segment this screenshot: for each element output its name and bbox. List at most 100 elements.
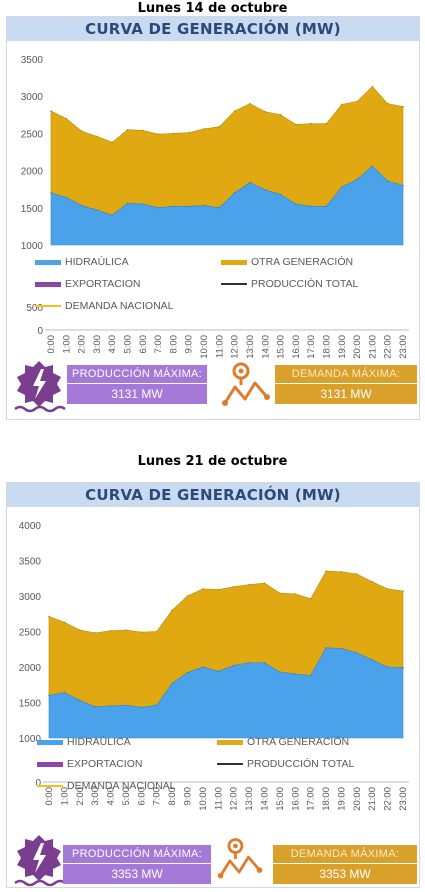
generation-chart: 0 1000 1500 2000 2500 3000 3500 4000 0:00 1:00 2:0… (19, 521, 409, 811)
data-point-otra-generacion (295, 123, 297, 126)
x-tick-label: 12:00 (229, 787, 240, 811)
data-point-otra-generacion (386, 588, 389, 590)
chart-title: CURVA DE GENERACIÓN (MW) (7, 17, 419, 41)
x-tick-label: 23:00 (398, 787, 409, 811)
y-tick-label: 500 (26, 303, 43, 314)
x-tick-label: 17:00 (306, 787, 317, 811)
x-tick-label: 6:00 (136, 787, 147, 806)
data-point-hidraulica (309, 674, 312, 677)
data-point-hidraulica (295, 203, 297, 205)
y-tick-label: 4000 (19, 521, 42, 532)
data-point-hidraulica (325, 647, 327, 649)
max-demand-box: DEMANDA MÁXIMA: 3131 MW (275, 365, 417, 404)
data-point-hidraulica (94, 705, 96, 708)
data-point-otra-generacion (279, 592, 281, 594)
y-tick-label: 2500 (21, 129, 44, 140)
data-point-hidraulica (325, 205, 328, 208)
x-tick-label: 23:00 (398, 335, 409, 359)
x-tick-label: 10:00 (199, 335, 210, 359)
x-tick-label: 3:00 (90, 787, 101, 806)
x-tick-label: 22:00 (383, 787, 394, 811)
y-tick-label: 1500 (21, 204, 44, 215)
data-point-hidraulica (356, 178, 358, 181)
x-tick-label: 5:00 (123, 335, 134, 354)
x-tick-label: 4:00 (106, 787, 117, 806)
y-tick-label: 3000 (21, 92, 44, 103)
x-tick-label: 16:00 (291, 335, 302, 359)
x-tick-label: 20:00 (352, 335, 363, 359)
max-demand-value: 3131 MW (275, 383, 417, 404)
x-tick-label: 15:00 (275, 787, 286, 811)
data-point-otra-generacion (279, 114, 282, 116)
max-production-value: 3131 MW (67, 383, 207, 404)
data-point-otra-generacion (386, 102, 389, 105)
data-point-hidraulica (263, 661, 266, 664)
data-point-hidraulica (111, 214, 114, 217)
x-tick-label: 18:00 (321, 787, 332, 811)
data-point-otra-generacion (125, 629, 127, 631)
data-point-hidraulica (140, 706, 143, 709)
x-tick-label: 8:00 (167, 787, 178, 806)
data-point-otra-generacion (50, 110, 52, 112)
y-tick-label: 2500 (19, 628, 42, 639)
y-tick-label: 1000 (21, 241, 44, 252)
legend-swatch (37, 740, 63, 745)
legend-swatch (35, 282, 61, 287)
data-point-hidraulica (371, 165, 374, 167)
data-point-hidraulica (233, 192, 236, 194)
legend-swatch (37, 762, 63, 767)
legend-label: DEMANDA NACIONAL (65, 300, 174, 312)
data-point-hidraulica (80, 204, 83, 207)
data-point-otra-generacion (63, 621, 66, 624)
x-tick-label: 0:00 (44, 787, 55, 806)
y-tick-label: 2000 (19, 663, 42, 674)
data-point-otra-generacion (356, 573, 358, 575)
data-point-otra-generacion (217, 588, 220, 591)
data-point-hidraulica (125, 704, 127, 707)
legend-label: PRODUCCIÓN TOTAL (247, 757, 355, 770)
data-point-otra-generacion (140, 631, 143, 634)
x-tick-label: 11:00 (213, 787, 224, 810)
data-point-hidraulica (310, 205, 312, 208)
data-point-otra-generacion (232, 585, 235, 588)
x-tick-label: 16:00 (290, 787, 301, 811)
data-point-otra-generacion (310, 122, 312, 125)
data-point-otra-generacion (340, 571, 343, 573)
y-tick-label: 1500 (19, 699, 42, 710)
data-point-hidraulica (402, 666, 404, 669)
data-point-otra-generacion (402, 105, 404, 108)
power-plant-icon (11, 831, 67, 887)
data-point-hidraulica (126, 202, 129, 205)
data-point-hidraulica (155, 704, 158, 707)
data-point-otra-generacion (203, 128, 205, 130)
data-point-hidraulica (48, 694, 50, 697)
data-point-otra-generacion (202, 588, 204, 590)
data-point-otra-generacion (157, 133, 159, 135)
data-point-hidraulica (203, 204, 205, 207)
x-tick-label: 21:00 (367, 787, 378, 811)
x-tick-label: 8:00 (168, 335, 179, 354)
data-point-hidraulica (248, 661, 250, 664)
data-point-otra-generacion (172, 132, 175, 135)
x-tick-label: 2:00 (75, 787, 86, 806)
data-point-hidraulica (202, 666, 204, 668)
y-tick-label: 1000 (19, 734, 42, 745)
x-tick-label: 7:00 (152, 787, 163, 806)
legend-label: EXPORTACION (67, 758, 142, 770)
x-tick-label: 20:00 (352, 787, 363, 811)
data-point-otra-generacion (264, 111, 267, 113)
data-point-otra-generacion (402, 590, 404, 592)
x-tick-label: 18:00 (321, 335, 332, 359)
legend-label: DEMANDA NACIONAL (67, 780, 176, 792)
data-point-hidraulica (142, 203, 144, 205)
data-point-otra-generacion (248, 583, 250, 586)
x-tick-label: 1:00 (59, 787, 70, 806)
data-point-hidraulica (279, 193, 282, 196)
data-point-hidraulica (264, 189, 267, 191)
max-demand-label: DEMANDA MÁXIMA: (273, 845, 417, 863)
x-tick-label: 10:00 (198, 787, 209, 811)
data-point-otra-generacion (356, 100, 358, 103)
x-tick-label: 12:00 (230, 335, 241, 359)
legend-label: OTRA GENERACIÓN (251, 255, 353, 268)
x-tick-label: 14:00 (259, 787, 270, 811)
